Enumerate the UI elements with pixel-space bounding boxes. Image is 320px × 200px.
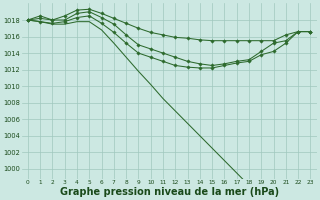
X-axis label: Graphe pression niveau de la mer (hPa): Graphe pression niveau de la mer (hPa)	[60, 187, 279, 197]
